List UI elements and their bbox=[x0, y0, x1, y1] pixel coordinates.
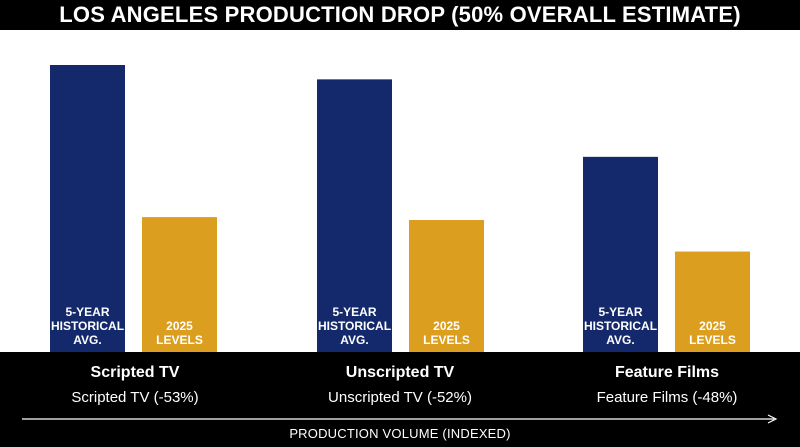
bar-label-unscripted-tv-2025-levels-line-1: 2025 bbox=[433, 319, 460, 333]
category-label-scripted-tv: Scripted TV bbox=[90, 364, 180, 381]
bar-label-scripted-tv-5-year-historical-avg-line-2: HISTORICAL bbox=[51, 319, 124, 333]
bar-label-feature-films-5-year-historical-avg-line-3: AVG. bbox=[606, 333, 634, 347]
chart-title: LOS ANGELES PRODUCTION DROP (50% OVERALL… bbox=[0, 0, 800, 30]
bar-label-feature-films-2025-levels-line-2: LEVELS bbox=[689, 333, 736, 347]
bar-label-unscripted-tv-5-year-historical-avg-line-2: HISTORICAL bbox=[318, 319, 391, 333]
bar-feature-films-2025-levels bbox=[675, 251, 750, 352]
category-subtitle-feature-films: Feature Films (-48%) bbox=[596, 389, 738, 406]
bar-label-scripted-tv-2025-levels-line-1: 2025 bbox=[166, 319, 193, 333]
bar-label-unscripted-tv-5-year-historical-avg-line-1: 5-YEAR bbox=[332, 305, 376, 319]
category-subtitle-unscripted-tv: Unscripted TV (-52%) bbox=[328, 389, 472, 406]
bar-label-feature-films-5-year-historical-avg-line-1: 5-YEAR bbox=[598, 305, 642, 319]
bar-feature-films-5-year-historical-avg bbox=[583, 156, 658, 352]
bar-chart-svg: 5-YEARHISTORICALAVG.2025LEVELS5-YEARHIST… bbox=[50, 65, 750, 352]
bar-label-feature-films-2025-levels-line-1: 2025 bbox=[699, 319, 726, 333]
bar-label-unscripted-tv-2025-levels-line-2: LEVELS bbox=[423, 333, 470, 347]
bar-label-unscripted-tv-5-year-historical-avg-line-3: AVG. bbox=[340, 333, 368, 347]
bar-label-scripted-tv-2025-levels-line-2: LEVELS bbox=[156, 333, 203, 347]
bar-scripted-tv-5-year-historical-avg bbox=[50, 65, 125, 352]
bar-label-feature-films-5-year-historical-avg-line-2: HISTORICAL bbox=[584, 319, 657, 333]
plot-area: 5-YEAR HISTORICAL AVG. 2025 LEVELS 5-YEAR HIST… bbox=[0, 30, 800, 352]
bar-label-scripted-tv-5-year-historical-avg-line-1: 5-YEAR bbox=[65, 305, 109, 319]
bar-unscripted-tv-2025-levels bbox=[409, 219, 484, 352]
bar-unscripted-tv-5-year-historical-avg bbox=[317, 79, 392, 352]
bar-label-scripted-tv-5-year-historical-avg-line-3: AVG. bbox=[73, 333, 101, 347]
category-label-band: Scripted TV Scripted TV (-53%) Unscripte… bbox=[0, 352, 800, 447]
category-label-feature-films: Feature Films bbox=[614, 364, 720, 381]
x-axis-arrow bbox=[22, 414, 778, 424]
x-axis-label: PRODUCTION VOLUME (INDEXED) bbox=[289, 426, 511, 441]
category-label-unscripted-tv: Unscripted TV bbox=[345, 364, 455, 381]
bar-scripted-tv-2025-levels bbox=[142, 217, 217, 352]
category-subtitle-scripted-tv: Scripted TV (-53%) bbox=[71, 389, 199, 406]
